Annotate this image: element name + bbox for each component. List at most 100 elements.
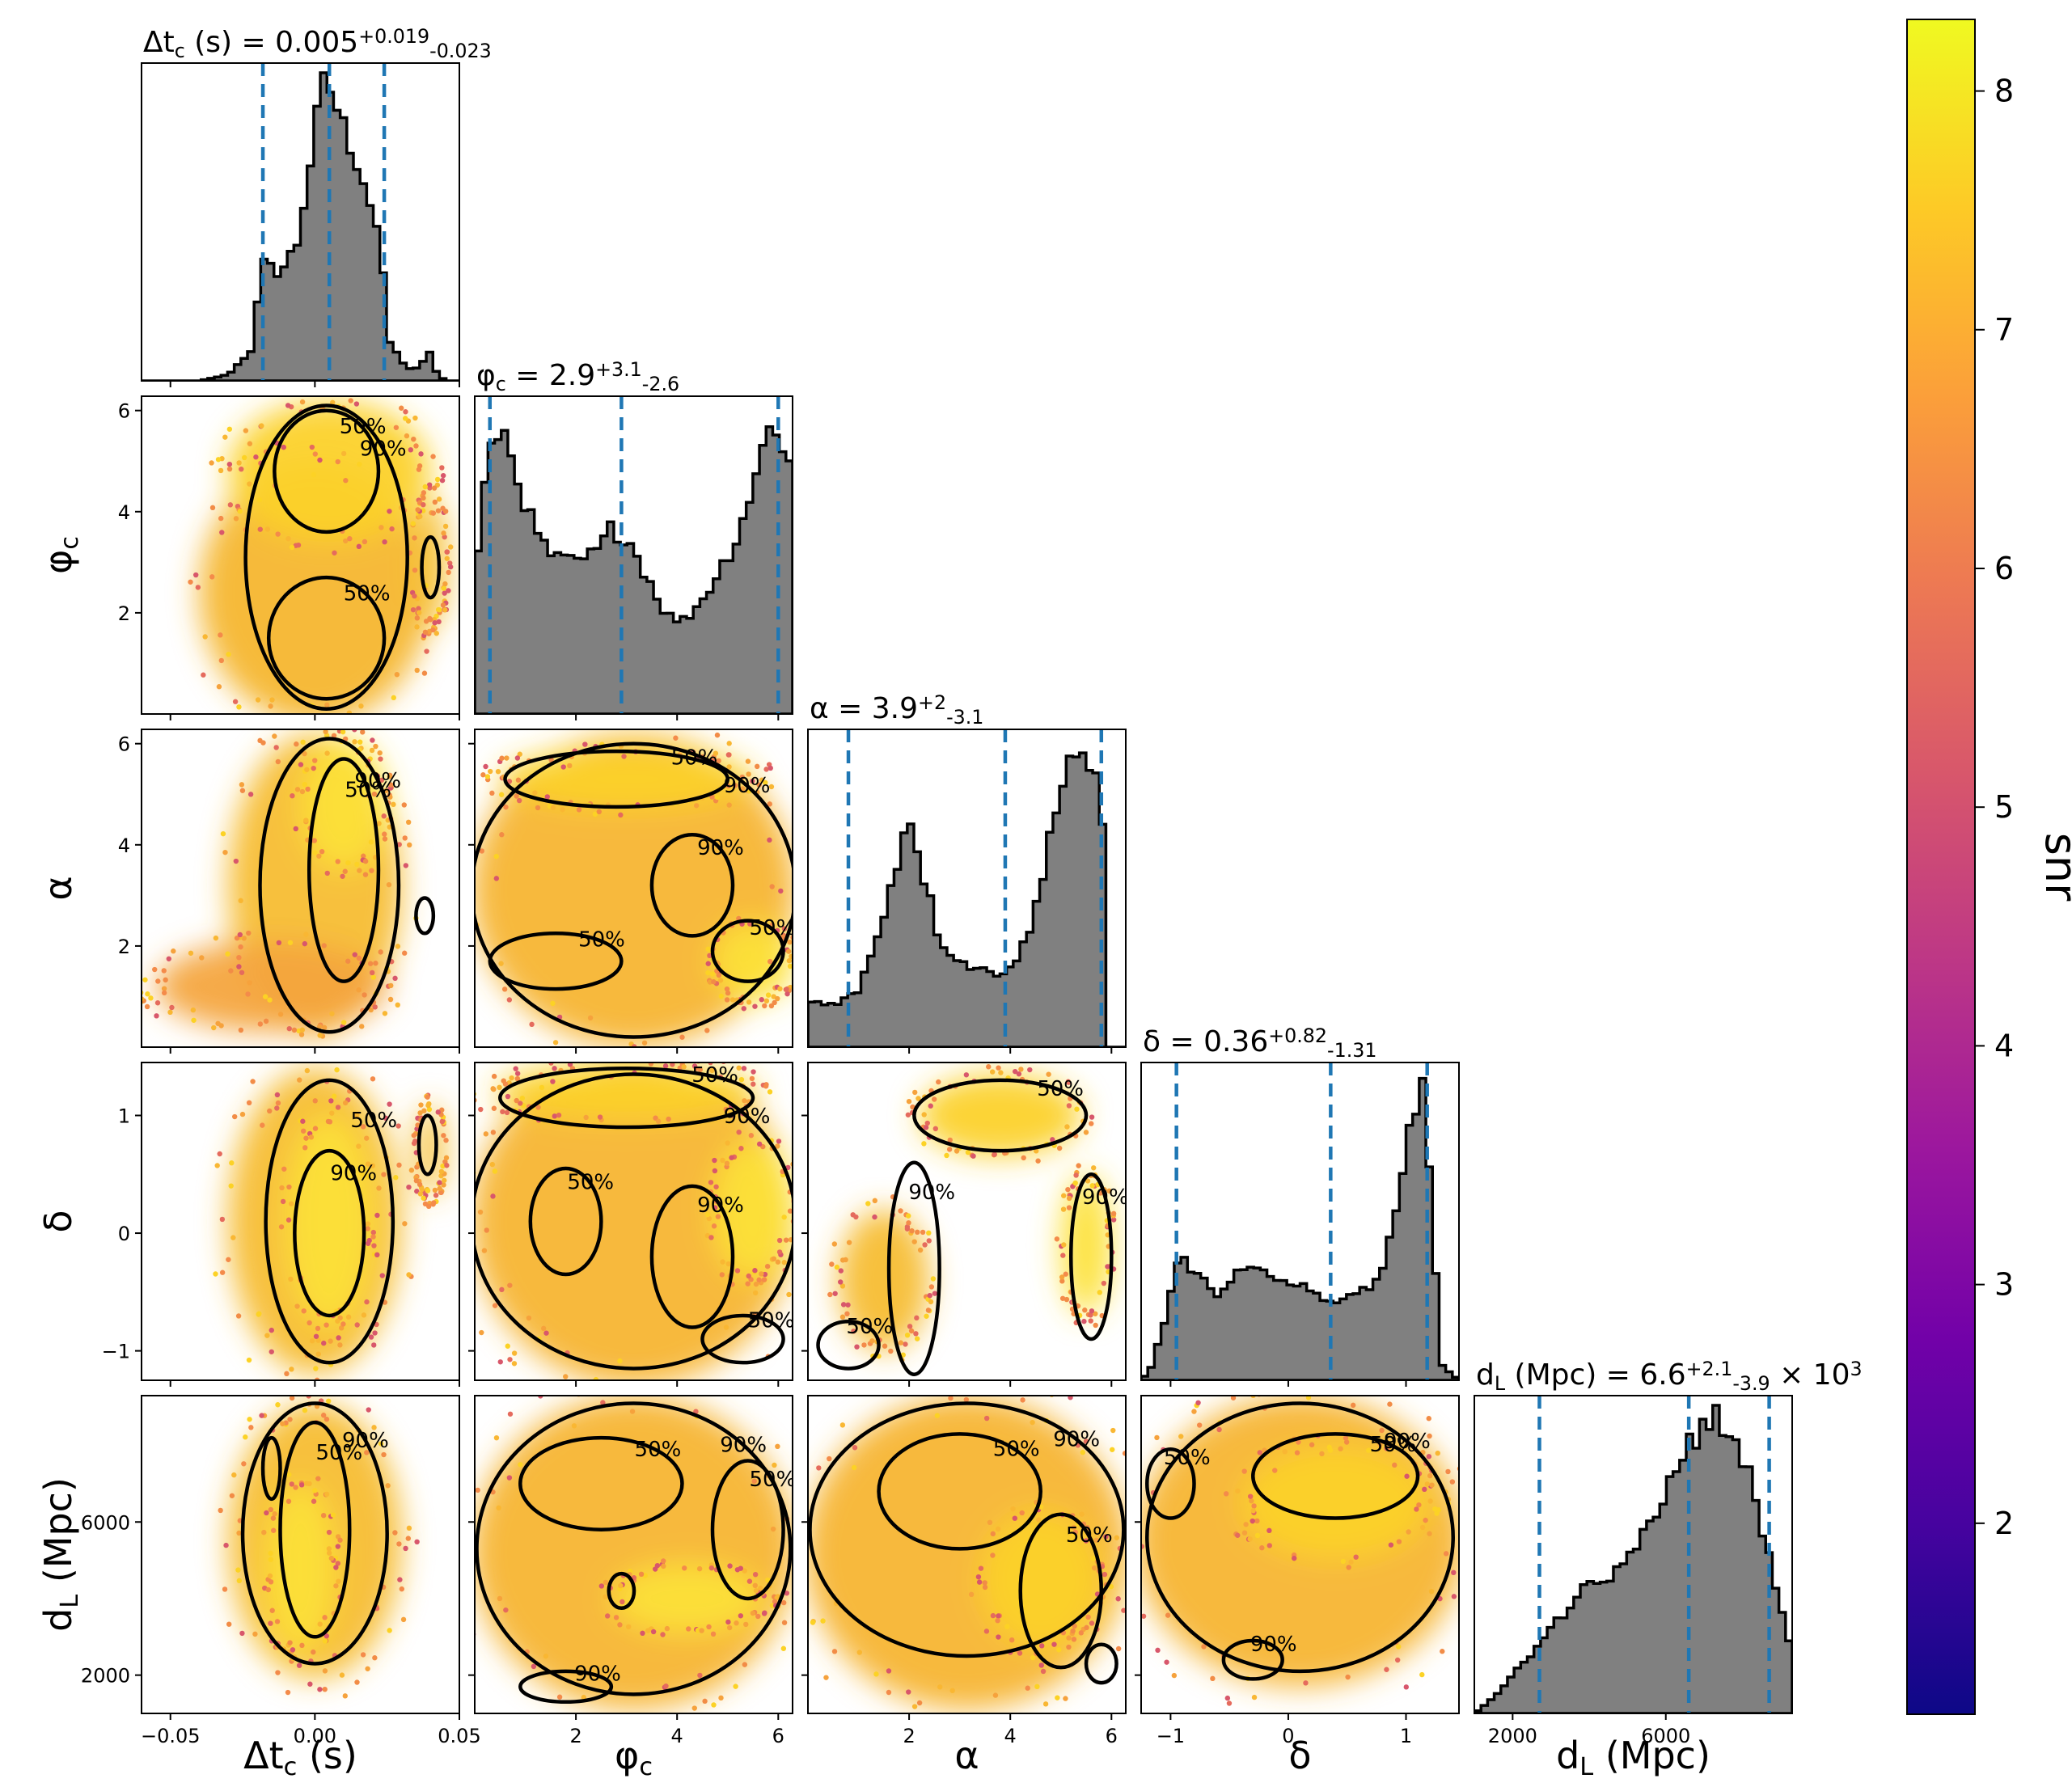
scatter-point	[442, 523, 449, 530]
scatter-point	[914, 1315, 920, 1321]
hist-panel-delta: δ = 0.36+0.82​-1.31​	[1140, 1024, 1460, 1387]
scatter-point	[241, 1461, 247, 1467]
scatter-point	[497, 1084, 502, 1091]
scatter-point	[944, 1152, 949, 1159]
scatter-point	[467, 833, 472, 838]
scatter-point	[322, 1638, 328, 1644]
scatter-point	[287, 1640, 293, 1645]
scatter-point	[226, 466, 233, 472]
scatter-point	[906, 1220, 911, 1226]
scatter-point	[1084, 1624, 1089, 1631]
scatter-point	[354, 1679, 360, 1685]
scatter-point	[504, 1109, 510, 1116]
scatter-point	[402, 416, 408, 421]
scatter-point	[426, 1101, 432, 1107]
scatter-point	[1294, 1450, 1300, 1455]
scatter-point	[378, 1441, 384, 1447]
contour-90-dtc-alpha	[258, 737, 401, 1034]
scatter-point	[421, 501, 426, 508]
scatter-point	[786, 957, 793, 964]
scatter-point	[400, 1616, 407, 1623]
scatter-point	[1115, 1645, 1122, 1652]
scatter-point	[1404, 1473, 1410, 1479]
scatter-point	[435, 1109, 441, 1115]
scatter-point	[322, 1686, 328, 1692]
scatter-point	[364, 1299, 370, 1305]
scatter-point	[369, 868, 374, 873]
scatter-point	[787, 963, 793, 970]
scatter-point	[1081, 1318, 1087, 1324]
scatter-point	[250, 1079, 256, 1084]
scatter-point	[255, 697, 261, 703]
scatter-point	[514, 1075, 521, 1082]
scatter-point	[237, 509, 243, 514]
colorbar-label-group: snr	[2036, 833, 2072, 902]
scatter-point	[324, 750, 330, 756]
colorbar-tick-label: 6	[1994, 551, 2014, 586]
scatter-point	[236, 1578, 243, 1584]
scatter-point	[1483, 1559, 1488, 1564]
scatter-point	[560, 764, 566, 770]
scatter-point	[406, 1272, 412, 1278]
scatter-point	[1089, 1308, 1095, 1314]
scatter-point	[395, 944, 401, 949]
scatter-point	[1064, 1124, 1070, 1130]
scatter-point	[209, 460, 214, 466]
x-tick-label-phic: 2	[569, 1725, 581, 1747]
scatter-point	[323, 729, 328, 735]
scatter-point	[276, 940, 282, 946]
scatter-point	[289, 544, 295, 551]
scatter-point	[1251, 1503, 1257, 1509]
y-tick-label-phic: 2	[118, 602, 130, 625]
scatter-point	[511, 1361, 518, 1367]
scatter-point	[950, 1726, 955, 1731]
scatter-point	[1090, 1556, 1096, 1561]
scatter-point	[750, 778, 755, 784]
scatter-point	[426, 482, 433, 488]
contour-label: 50%	[846, 1315, 893, 1339]
scatter-point	[781, 926, 788, 932]
scatter-point	[1303, 1680, 1309, 1686]
scatter-point	[724, 986, 730, 992]
scatter-point	[303, 1481, 310, 1486]
scatter-point	[330, 1512, 336, 1518]
contour-90-dtc-delta	[293, 1148, 366, 1318]
scatter-point	[621, 754, 627, 759]
scatter-point	[317, 1033, 323, 1038]
scatter-point	[832, 1291, 838, 1296]
scatter-point	[222, 434, 228, 440]
scatter-point	[393, 425, 400, 430]
scatter-point	[354, 1322, 360, 1328]
scatter-point	[577, 1050, 582, 1054]
scatter-point	[267, 1108, 273, 1114]
contour-90-phic-alpha	[475, 741, 793, 1039]
scatter-point	[268, 1506, 274, 1513]
scatter-point	[426, 1106, 433, 1113]
scatter-point	[379, 1273, 385, 1278]
scatter-point	[775, 1259, 781, 1265]
scatter-point	[767, 765, 773, 771]
scatter-point	[362, 539, 368, 545]
scatter-point	[852, 1445, 858, 1451]
scatter-point	[1305, 1396, 1312, 1400]
contour-label: 90%	[574, 1662, 621, 1687]
scatter-point	[552, 1066, 557, 1071]
scatter-point	[767, 801, 772, 807]
scatter-point	[291, 1385, 296, 1390]
scatter-point	[427, 617, 433, 623]
scatter-point	[861, 1342, 867, 1348]
scatter-point	[144, 1003, 150, 1010]
scatter-point	[552, 1113, 557, 1119]
scatter-point	[1491, 1538, 1496, 1543]
scatter-point	[505, 1343, 510, 1349]
axes-frame	[474, 1062, 793, 1381]
scatter-point	[888, 1348, 894, 1354]
scatter-point	[483, 1131, 489, 1137]
contour-label: 50%	[691, 1063, 738, 1088]
scatter-point	[725, 1140, 730, 1146]
scatter-point	[543, 1653, 549, 1659]
scatter-point	[1424, 1481, 1430, 1487]
scatter-point	[921, 1112, 927, 1117]
scatter-point	[575, 720, 580, 725]
scatter-point	[215, 457, 222, 463]
